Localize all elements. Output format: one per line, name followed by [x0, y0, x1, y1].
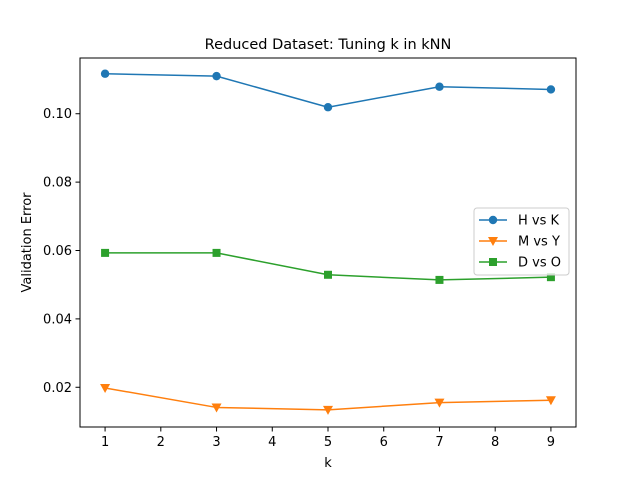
x-tick-label: 4: [268, 435, 276, 450]
data-point-m-vs-y: [100, 383, 111, 393]
x-axis: 1 2 3 4 5 6 7 8 9: [101, 427, 555, 450]
x-tick-label: 9: [547, 435, 555, 450]
legend-marker-m-vs-y: [488, 237, 498, 246]
plot-markers: [100, 69, 556, 415]
x-tick-label: 8: [491, 435, 499, 450]
data-point-m-vs-y: [323, 405, 333, 415]
x-tick-label: 2: [157, 435, 165, 450]
data-point-d-vs-o: [546, 273, 555, 282]
y-tick-label: 0.04: [43, 312, 72, 327]
legend-marker-h-vs-k: [488, 215, 498, 225]
series-line-h-vs-k: [105, 72, 551, 108]
y-axis: 0.02 0.04 0.06 0.08 0.10: [43, 107, 80, 396]
x-tick-label: 7: [435, 435, 443, 450]
data-point-h-vs-k: [100, 69, 110, 78]
x-tick-label: 5: [324, 435, 332, 450]
legend-marker-d-vs-o: [489, 258, 497, 266]
chart-title: Reduced Dataset: Tuning k in kNN: [205, 37, 452, 53]
data-point-m-vs-y: [211, 403, 222, 413]
data-point-h-vs-k: [546, 85, 556, 94]
y-tick-label: 0.06: [43, 244, 72, 259]
data-point-d-vs-o: [101, 248, 110, 257]
data-point-m-vs-y: [545, 396, 556, 406]
legend-label-m-vs-y: M vs Y: [518, 235, 560, 250]
y-tick-label: 0.10: [43, 107, 72, 122]
legend-label-d-vs-o: D vs O: [518, 256, 561, 271]
data-point-d-vs-o: [212, 248, 221, 257]
x-axis-label: k: [324, 456, 332, 471]
data-point-h-vs-k: [323, 103, 333, 112]
legend: H vs K M vs Y D vs O: [473, 207, 570, 276]
data-point-h-vs-k: [212, 71, 221, 81]
y-tick-label: 0.02: [43, 381, 72, 396]
data-point-d-vs-o: [435, 275, 444, 284]
y-tick-label: 0.08: [43, 176, 72, 191]
data-point-m-vs-y: [434, 398, 445, 408]
x-tick-label: 3: [212, 435, 220, 450]
x-tick-label: 1: [101, 435, 109, 450]
y-axis-label: Validation Error: [20, 192, 35, 293]
x-tick-label: 6: [380, 435, 388, 450]
data-point-h-vs-k: [435, 82, 444, 91]
data-point-d-vs-o: [324, 270, 332, 279]
legend-box: [473, 207, 570, 276]
legend-label-h-vs-k: H vs K: [518, 214, 560, 229]
